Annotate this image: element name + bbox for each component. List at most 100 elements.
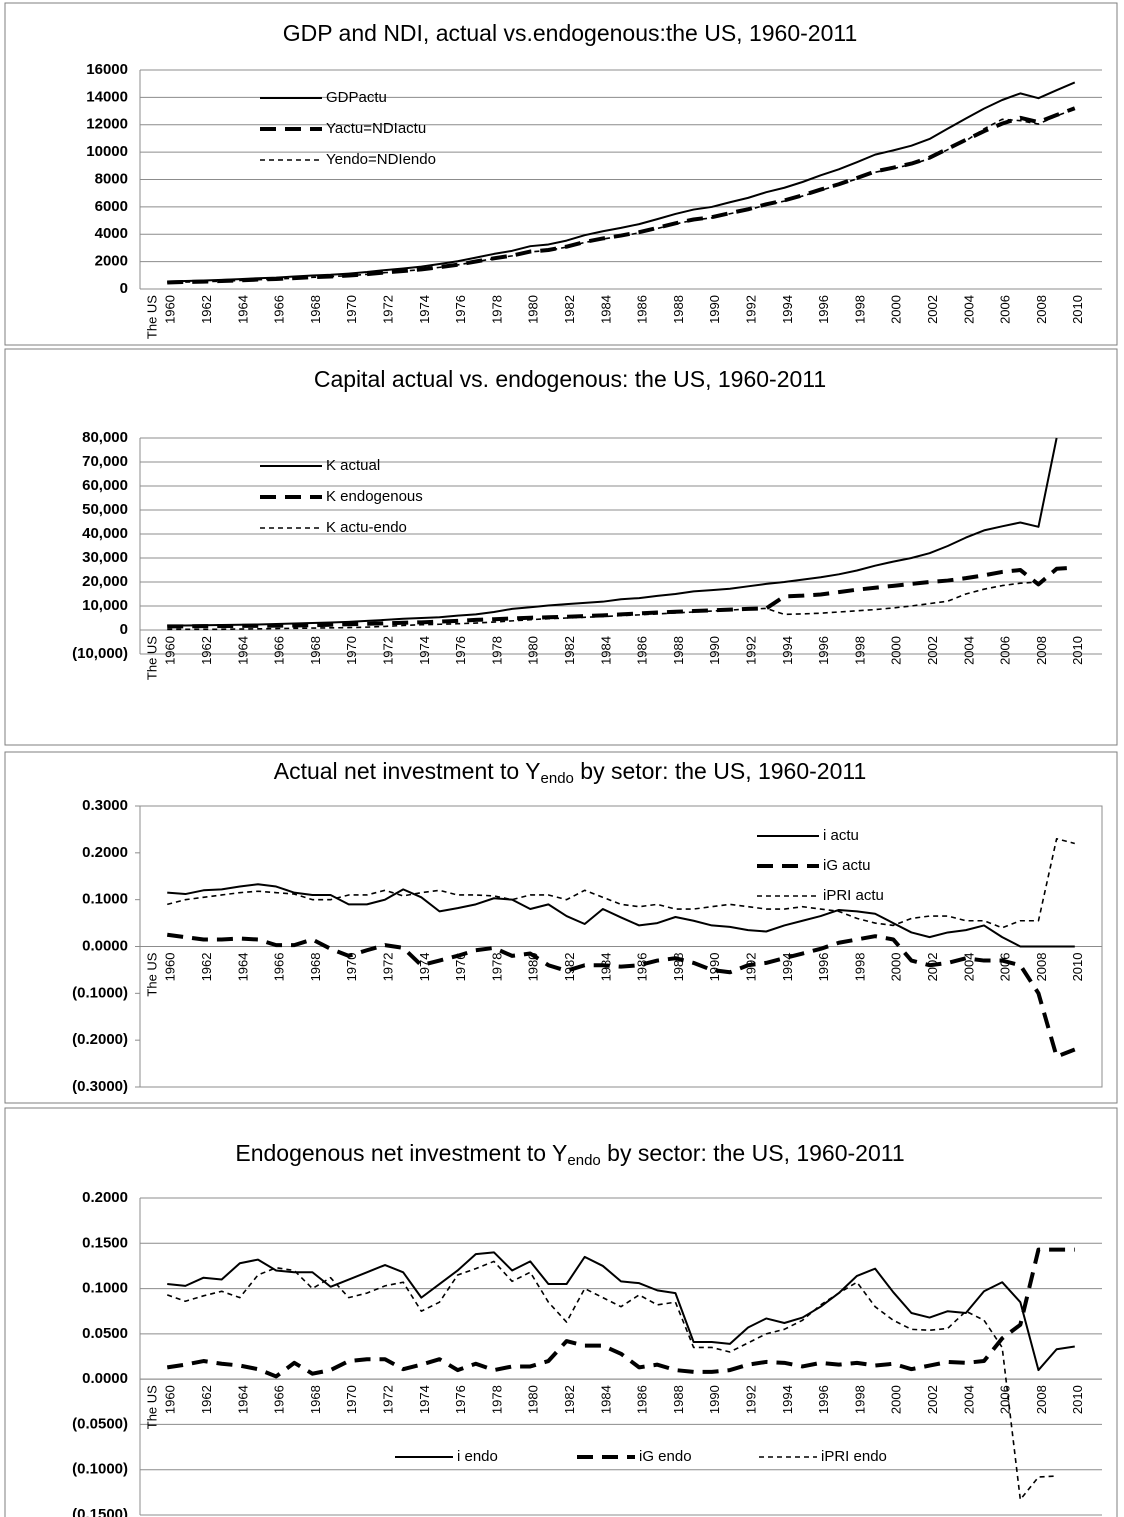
x-tick-label: 1980 [526,1385,541,1414]
y-tick-label: 0.1000 [82,1280,128,1297]
series-line [166,932,1076,1059]
x-tick-label: 1998 [852,636,867,665]
series-line [166,1260,1057,1501]
chart-panel: Endogenous net investment to Yendo by se… [4,1107,1118,1517]
x-tick-label: 1996 [816,295,831,324]
x-tick-label: 1978 [489,1385,504,1414]
x-tick-label: 1986 [635,295,650,324]
x-tick-label: 1960 [163,295,178,324]
y-tick-label: 12000 [86,116,128,133]
x-tick-label: 1984 [598,1385,613,1414]
x-tick-label: 1986 [635,953,650,982]
title-part: Endogenous net investment to Y [235,1140,567,1166]
x-tick-label: 1990 [707,1385,722,1414]
x-tick-label: 2004 [961,1385,976,1414]
x-tick-label: 2002 [925,953,940,982]
panel-border [4,348,1118,746]
y-tick-label: 0 [120,280,128,297]
series-line [167,565,1075,629]
x-tick-label: 1966 [272,295,287,324]
x-tick-label: 2000 [889,636,904,665]
y-tick-label: (0.1000) [72,984,128,1001]
y-tick-label: 0.2000 [82,1189,128,1206]
x-tick-label: 1978 [489,295,504,324]
x-tick-label: 1970 [344,1385,359,1414]
y-tick-label: 30,000 [82,549,128,566]
x-tick-label: 1974 [417,636,432,665]
legend-label: iPRI actu [823,887,884,904]
y-tick-label: 2000 [95,253,128,270]
x-tick-label: 1968 [308,295,323,324]
y-tick-label: 0.0000 [82,1370,128,1387]
x-tick-label: The US [145,1385,160,1429]
x-tick-label: The US [145,636,160,680]
x-tick-label: 1964 [235,636,250,665]
x-tick-label: 1988 [671,295,686,324]
x-tick-label: 2000 [889,295,904,324]
x-tick-label: 1972 [380,636,395,665]
x-tick-label: 1990 [707,953,722,982]
legend-label: K actual [326,457,380,474]
x-tick-label: 1988 [671,636,686,665]
legend-label: GDPactu [326,89,387,106]
y-tick-label: 14000 [86,88,128,105]
legend-label: i endo [457,1448,498,1465]
chart-title: Actual net investment to Yendo by setor:… [274,758,867,787]
x-tick-label: 2010 [1070,953,1085,982]
x-tick-label: 1966 [272,636,287,665]
x-tick-label: 1982 [562,295,577,324]
x-tick-label: 1996 [816,636,831,665]
x-tick-label: 1998 [852,953,867,982]
x-tick-label: 1960 [163,953,178,982]
x-tick-label: 1992 [743,636,758,665]
x-tick-label: 2000 [889,953,904,982]
x-tick-label: 2002 [925,1385,940,1414]
x-tick-label: 2010 [1070,1385,1085,1414]
x-tick-label: 1994 [780,953,795,982]
x-tick-label: 1992 [743,953,758,982]
legend-label: K endogenous [326,488,423,505]
y-tick-label: 20,000 [82,573,128,590]
y-tick-label: 0.1500 [82,1234,128,1251]
x-tick-label: 1992 [743,1385,758,1414]
x-tick-label: 1966 [272,1385,287,1414]
x-tick-label: 1984 [598,295,613,324]
x-tick-label: 1990 [707,295,722,324]
x-tick-label: 1996 [816,1385,831,1414]
x-tick-label: 1998 [852,1385,867,1414]
x-tick-label: 1982 [562,1385,577,1414]
y-tick-label: 10000 [86,143,128,160]
y-tick-label: 0.0500 [82,1325,128,1342]
y-tick-label: 50,000 [82,501,128,518]
x-tick-label: 2008 [1034,953,1049,982]
panel-border [4,2,1118,346]
title-part: by setor: the US, 1960-2011 [574,758,866,784]
x-tick-label: 2008 [1034,636,1049,665]
legend-label: iPRI endo [821,1448,887,1465]
series-line [167,437,1058,627]
chart-title: Capital actual vs. endogenous: the US, 1… [314,366,826,392]
y-tick-label: 80,000 [82,429,128,446]
legend-label: Yendo=NDIendo [326,151,436,168]
x-tick-label: 2006 [998,636,1013,665]
x-tick-label: 2002 [925,636,940,665]
chart-panel: Capital actual vs. endogenous: the US, 1… [4,348,1118,746]
y-tick-label: (0.1000) [72,1461,128,1478]
title-subscript: endo [567,1152,600,1169]
y-tick-label: 40,000 [82,525,128,542]
legend-label: iG actu [823,857,871,874]
y-tick-label: (10,000) [72,645,128,662]
y-tick-label: 6000 [95,198,128,215]
x-tick-label: 1970 [344,295,359,324]
y-tick-label: 8000 [95,170,128,187]
x-tick-label: 2004 [961,295,976,324]
x-tick-label: 1982 [562,953,577,982]
y-tick-label: (0.1500) [72,1506,128,1517]
series-line [167,108,1076,284]
x-tick-label: 1966 [272,953,287,982]
x-tick-label: 1978 [489,636,504,665]
y-tick-label: 0.3000 [82,797,128,814]
x-tick-label: 2006 [998,953,1013,982]
x-tick-label: 1964 [235,295,250,324]
title-part: Actual net investment to Y [274,758,541,784]
